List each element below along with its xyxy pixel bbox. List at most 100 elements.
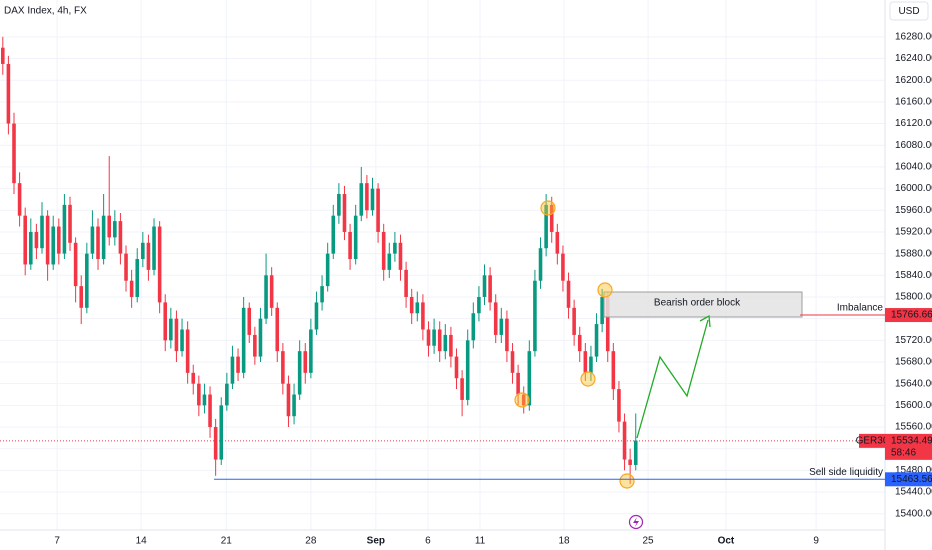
- candle-body: [549, 204, 554, 232]
- candle-body: [527, 351, 532, 406]
- candle-body: [174, 318, 179, 352]
- candle-body: [353, 215, 358, 260]
- candle-body: [96, 226, 100, 260]
- candle-body: [6, 63, 11, 124]
- candle-body: [101, 215, 106, 260]
- symbol: GER30: [856, 435, 889, 446]
- candle-body: [90, 226, 95, 254]
- y-tick-label: 15840.00: [895, 270, 932, 281]
- candle-body: [544, 204, 548, 249]
- candle-body: [253, 334, 257, 357]
- x-tick-label: 25: [643, 536, 655, 547]
- arrow-head: [699, 314, 711, 328]
- y-tick-label: 16000.00: [895, 183, 932, 194]
- candle-body: [197, 383, 201, 406]
- x-tick-label: 9: [813, 536, 819, 547]
- candle-body: [477, 296, 481, 314]
- projection-arrow: [636, 319, 709, 439]
- candle-body: [129, 280, 134, 297]
- level-name: Imbalance: [837, 303, 884, 314]
- candle-body: [40, 215, 44, 249]
- candle-body: [566, 280, 571, 308]
- candle-body: [219, 405, 224, 460]
- candle-body: [415, 302, 420, 314]
- x-tick-label: 7: [54, 536, 60, 547]
- candle-body: [493, 302, 498, 335]
- level-price-box: [885, 308, 932, 323]
- candle-body: [449, 334, 453, 357]
- candle-body: [454, 356, 459, 379]
- candle-body: [460, 378, 464, 400]
- y-tick-label: 15960.00: [895, 205, 932, 216]
- candle-body: [180, 329, 184, 352]
- candle-body: [471, 313, 476, 341]
- currency-box[interactable]: [889, 1, 929, 21]
- y-tick-label: 16040.00: [895, 162, 932, 173]
- candle-body: [437, 329, 442, 352]
- candle-body: [303, 351, 308, 373]
- candle-body: [314, 302, 319, 330]
- candle-body: [124, 253, 128, 281]
- x-tick-label: 28: [305, 536, 317, 547]
- candle-body: [370, 188, 375, 211]
- candle-body: [275, 307, 280, 352]
- x-tick-label: 18: [558, 536, 570, 547]
- order-block-label: Bearish order block: [654, 298, 741, 309]
- candle-body: [365, 183, 369, 211]
- candle-body: [533, 280, 537, 352]
- candle-body: [51, 226, 56, 265]
- candle-body: [605, 296, 610, 352]
- candle-body: [583, 351, 588, 373]
- candle-body: [628, 459, 632, 465]
- y-tick-label: 15920.00: [895, 227, 932, 238]
- candle-body: [292, 394, 296, 417]
- candle-body: [577, 334, 582, 352]
- circle: [619, 473, 635, 489]
- candle-body: [146, 242, 151, 270]
- candle-body: [34, 231, 39, 249]
- circle: [540, 200, 556, 216]
- circle: [597, 282, 613, 298]
- candle-body: [45, 215, 50, 265]
- candle-body: [152, 226, 156, 270]
- current-price: 15534.49: [891, 435, 932, 446]
- candle-body: [393, 242, 397, 254]
- candle-body: [538, 248, 543, 281]
- candle-body: [337, 194, 341, 216]
- candle-body: [488, 275, 492, 303]
- candle-body: [163, 302, 168, 341]
- grid: [0, 0, 885, 530]
- y-tick-label: 15400.00: [895, 508, 932, 519]
- candle-body: [23, 215, 27, 265]
- candle-body: [426, 329, 431, 346]
- y-tick-label: 15800.00: [895, 292, 932, 303]
- y-tick-label: 15440.00: [895, 487, 932, 498]
- candle-body: [465, 340, 470, 400]
- order-block-box: [603, 291, 803, 318]
- candle-body: [264, 275, 268, 319]
- candle-body: [213, 427, 218, 460]
- candle-body: [12, 123, 16, 184]
- candle-body: [118, 221, 123, 254]
- candle-body: [141, 242, 145, 260]
- candle-body: [320, 286, 324, 303]
- x-tick-label: Oct: [718, 536, 735, 547]
- candle-body: [62, 204, 67, 254]
- y-tick-label: 15480.00: [895, 465, 932, 476]
- candle-body: [432, 329, 436, 346]
- candle-body: [521, 394, 526, 406]
- y-tick-label: 16160.00: [895, 97, 932, 108]
- candle-body: [381, 231, 386, 270]
- overlay: 16280.00 16240.00 16200.00 16160.00 16120.00…: [54, 31, 932, 547]
- y-tick-label: 15680.00: [895, 357, 932, 368]
- candle-body: [376, 188, 380, 232]
- currency: USD: [898, 6, 919, 17]
- candle-body: [617, 389, 621, 422]
- candle-body: [79, 286, 84, 308]
- candle-body: [185, 329, 190, 373]
- x-tick-label: 21: [221, 536, 233, 547]
- candle-body: [73, 242, 78, 287]
- y-tick-label: 15600.00: [895, 400, 932, 411]
- y-tick-label: 16120.00: [895, 118, 932, 129]
